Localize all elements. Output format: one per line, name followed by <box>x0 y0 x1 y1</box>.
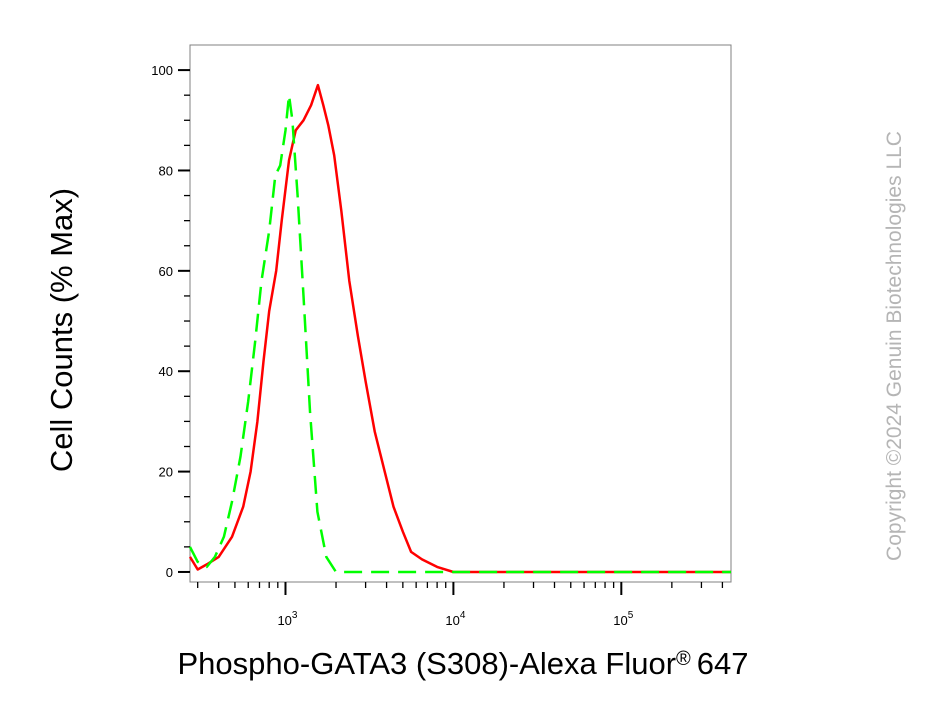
x-tick-label: 105 <box>613 610 633 628</box>
series-line-solid <box>190 85 731 572</box>
series-group <box>190 85 731 572</box>
x-axis: 103 104 105 <box>198 582 723 628</box>
y-tick-label: 80 <box>159 163 173 178</box>
y-axis: 0 20 40 60 80 100 <box>151 63 190 580</box>
y-tick-label: 20 <box>159 465 173 480</box>
x-tick-label: 104 <box>445 610 465 628</box>
y-axis-title: Cell Counts (% Max) <box>44 188 79 472</box>
series-line-dashed <box>190 95 731 572</box>
x-axis-title-main: Phospho-GATA3 (S308)-Alexa Fluor <box>178 646 677 681</box>
x-axis-title: Phospho-GATA3 (S308)-Alexa Fluor® 647 <box>178 646 749 681</box>
plot-frame <box>190 45 731 582</box>
x-axis-title-mark: ® <box>676 648 691 670</box>
x-axis-title-suffix: 647 <box>697 646 749 681</box>
plot-area <box>190 45 731 582</box>
copyright-watermark: Copyright ©2024 Genuin Biotechnologies L… <box>883 131 906 561</box>
y-tick-label: 0 <box>166 565 173 580</box>
x-tick-label: 103 <box>277 610 297 628</box>
y-tick-label: 60 <box>159 264 173 279</box>
y-tick-label: 40 <box>159 364 173 379</box>
y-tick-label: 100 <box>151 63 173 78</box>
